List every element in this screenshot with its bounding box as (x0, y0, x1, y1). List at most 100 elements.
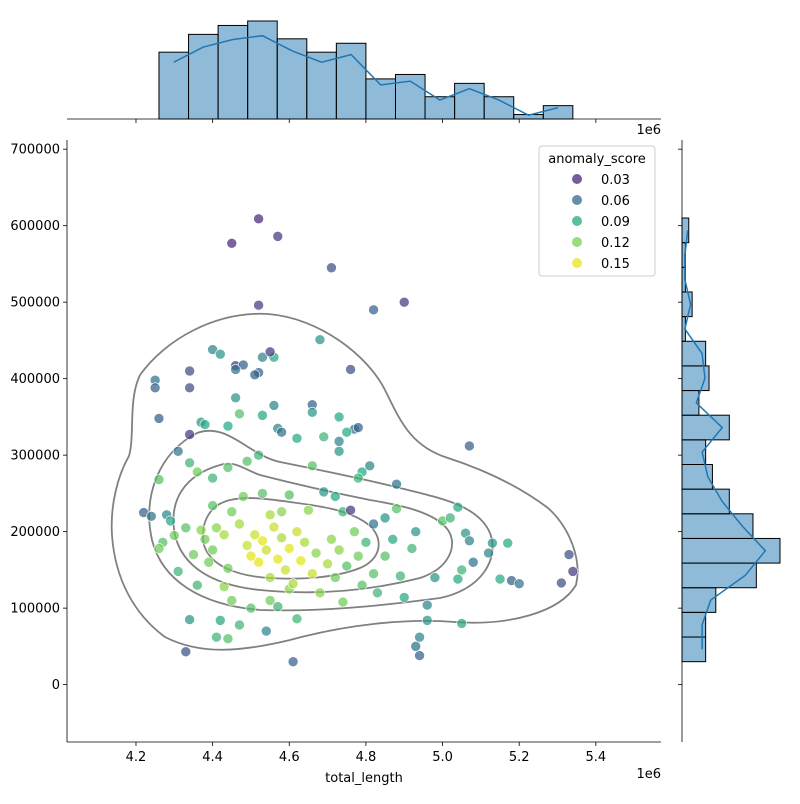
scatter-point (257, 410, 268, 421)
scatter-point (276, 426, 287, 438)
scatter-point (184, 365, 195, 377)
scatter-point (310, 547, 322, 559)
scatter-point (237, 359, 249, 371)
x-axis-ticks: 4.2 4.4 4.6 4.8 5.0 5.2 5.4 (126, 119, 607, 765)
scatter-point (295, 555, 307, 567)
scatter-point (253, 299, 264, 311)
scatter-point (222, 563, 234, 574)
scatter-point (345, 504, 356, 516)
y-tick-label: 300000 (10, 449, 60, 464)
scatter-point (169, 530, 180, 541)
x-tick-label: 4.4 (202, 750, 223, 765)
scatter-point (414, 650, 425, 661)
scatter-point (146, 511, 157, 522)
scatter-point (214, 348, 226, 360)
right-marginal-histogram (681, 217, 781, 663)
legend-title: anomaly_score (548, 152, 646, 167)
scatter-point (352, 550, 364, 562)
scatter-point (237, 491, 249, 502)
scatter-point (230, 392, 241, 404)
scatter-point (306, 407, 318, 418)
scatter-point (153, 543, 165, 554)
scatter-point (444, 512, 456, 524)
scatter-point (276, 532, 287, 544)
scatter-point (226, 595, 238, 606)
scatter-point (287, 656, 299, 667)
scatter-point (272, 231, 284, 242)
scatter-point (199, 419, 211, 430)
scatter-point (360, 537, 372, 548)
scatter-point (368, 518, 379, 530)
scatter-point (253, 213, 264, 225)
scatter-point (349, 526, 360, 537)
scatter-point (264, 572, 276, 583)
scatter-point (245, 550, 257, 562)
scatter-point (291, 433, 303, 444)
scatter-point (341, 426, 353, 438)
scatter-point (502, 537, 514, 549)
scatter-point (356, 579, 368, 591)
scatter-point (391, 503, 402, 514)
scatter-point (414, 631, 425, 643)
top-hist-bar (335, 42, 367, 120)
scatter-point (333, 436, 345, 447)
scatter-point (337, 596, 349, 608)
scatter-point (464, 535, 475, 547)
scatter-point (314, 587, 326, 599)
scatter-point (272, 601, 284, 612)
scatter-point (410, 641, 422, 652)
scatter-point (318, 431, 330, 443)
scatter-point (291, 613, 303, 625)
scatter-point (260, 625, 272, 637)
scatter-point (341, 560, 353, 572)
scatter-point (299, 537, 310, 548)
scatter-point (195, 524, 207, 536)
y-tick-label: 0 (52, 678, 60, 693)
scatter-point (329, 491, 341, 502)
scatter-point (260, 544, 272, 556)
scatter-point (326, 262, 337, 274)
scatter-point (287, 578, 299, 589)
top-hist-bar (217, 24, 249, 120)
scatter-point (153, 474, 165, 485)
scatter-point (245, 602, 257, 614)
legend-label: 0.12 (601, 236, 630, 251)
y-tick-label: 600000 (10, 219, 60, 234)
top-offset-label: 1e6 (636, 123, 661, 138)
scatter-point (241, 540, 253, 551)
x-tick-label: 5.0 (432, 750, 453, 765)
scatter-point (329, 572, 341, 583)
scatter-point (379, 550, 391, 562)
y-tick-label: 100000 (10, 602, 60, 617)
scatter-point (306, 568, 318, 580)
scatter-point (483, 547, 494, 559)
scatter-point (314, 334, 326, 345)
scatter-point (234, 619, 245, 631)
scatter-point (234, 408, 245, 420)
scatter-point (398, 296, 410, 308)
scatter-point (352, 472, 364, 484)
scatter-point (257, 351, 268, 363)
x-tick-label: 4.8 (356, 750, 377, 765)
scatter-point (264, 346, 276, 358)
scatter-point (184, 382, 195, 394)
x-tick-label: 5.4 (586, 750, 607, 765)
scatter-point (188, 549, 199, 560)
scatter-point (180, 522, 192, 534)
scatter-point (207, 500, 218, 511)
scatter-point (326, 533, 337, 545)
scatter-point (333, 544, 345, 556)
legend-label: 0.15 (601, 257, 630, 272)
scatter-point (368, 568, 379, 580)
scatter-point (172, 446, 184, 457)
top-hist-bar (188, 33, 219, 120)
x-axis-label: total_length (325, 771, 403, 786)
scatter-point (556, 577, 567, 589)
scatter-point (257, 535, 268, 547)
scatter-point (513, 578, 525, 589)
scatter-point (264, 595, 276, 606)
legend-frame (538, 145, 656, 277)
scatter-point (345, 364, 356, 375)
scatter-points (138, 213, 579, 667)
